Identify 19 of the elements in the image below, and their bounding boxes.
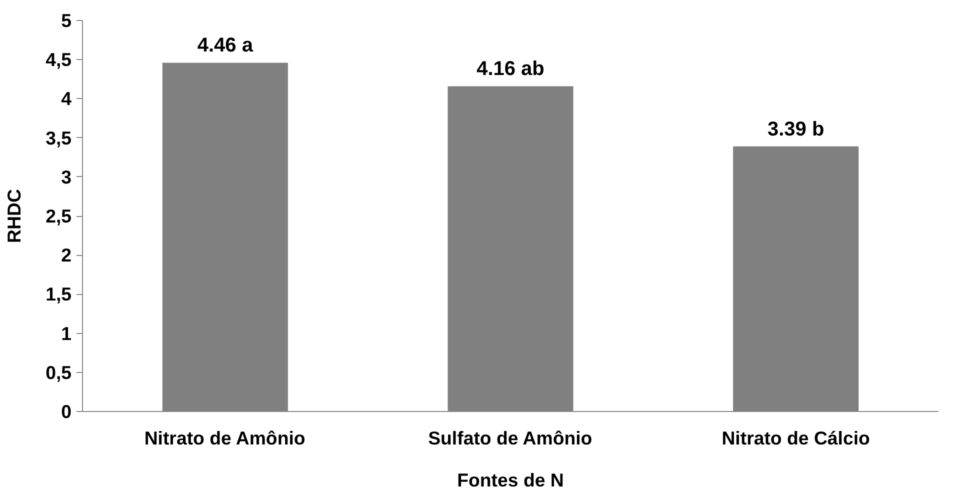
x-tick-label: Sulfato de Amônio [428,428,592,448]
x-tick-label: Nitrato de Cálcio [722,428,870,448]
y-axis-title: RHDC [4,189,25,243]
y-tick-label: 2 [61,244,72,266]
data-label: 4.46 a [197,34,254,57]
data-label: 3.39 b [767,118,824,140]
x-tick-label: Nitrato de Amônio [144,428,306,448]
y-tick-label: 0 [61,401,72,422]
y-tick-label: 1,5 [46,284,72,305]
y-tick-label: 4 [61,88,72,110]
y-tick-label: 3,5 [46,127,72,148]
y-tick-label: 3 [61,166,72,188]
y-tick-label: 0,5 [46,362,72,383]
data-label: 4.16 ab [476,58,544,80]
y-tick-label: 1 [61,322,72,344]
y-tick-label: 5 [61,10,72,31]
x-axis-title: Fontes de N [457,470,564,490]
y-tick-label: 2,5 [46,206,72,226]
y-tick-label: 4,5 [46,49,72,70]
